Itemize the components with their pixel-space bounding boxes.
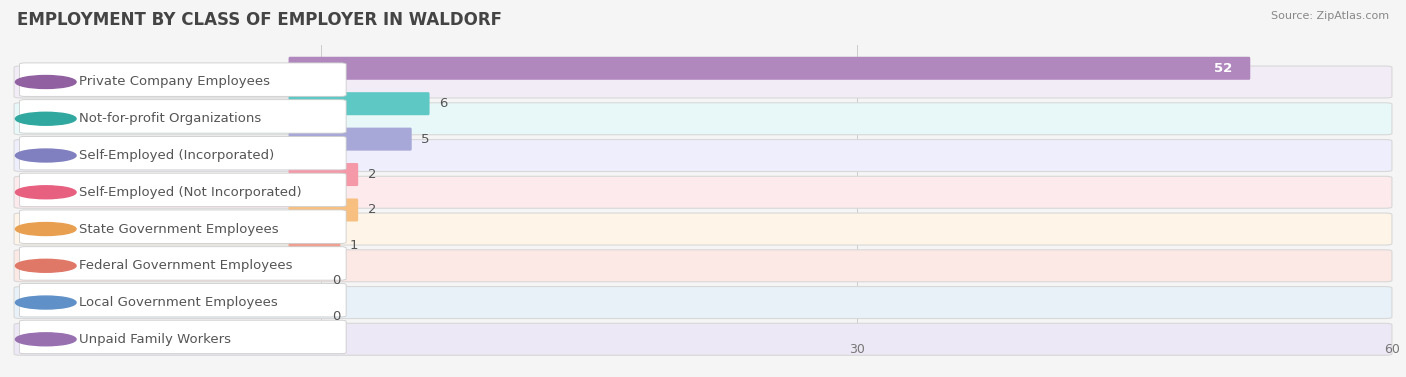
Text: 2: 2 [368,168,377,181]
FancyBboxPatch shape [14,250,1392,282]
Text: Unpaid Family Workers: Unpaid Family Workers [79,333,231,346]
Circle shape [15,333,76,346]
FancyBboxPatch shape [14,287,1392,319]
Circle shape [15,259,76,272]
Text: 0: 0 [332,310,340,323]
Text: Not-for-profit Organizations: Not-for-profit Organizations [79,112,262,125]
Text: Federal Government Employees: Federal Government Employees [79,259,292,272]
FancyBboxPatch shape [288,127,412,151]
Text: Self-Employed (Not Incorporated): Self-Employed (Not Incorporated) [79,186,301,199]
FancyBboxPatch shape [20,136,346,170]
FancyBboxPatch shape [14,213,1392,245]
FancyBboxPatch shape [14,176,1392,208]
Circle shape [15,112,76,125]
Text: Private Company Employees: Private Company Employees [79,75,270,89]
FancyBboxPatch shape [20,100,346,133]
FancyBboxPatch shape [288,92,430,115]
FancyBboxPatch shape [288,198,359,222]
FancyBboxPatch shape [20,173,346,207]
Text: State Government Employees: State Government Employees [79,222,278,236]
Text: 0: 0 [332,274,340,287]
FancyBboxPatch shape [14,323,1392,355]
Text: 1: 1 [350,239,359,252]
Text: 2: 2 [368,204,377,216]
FancyBboxPatch shape [20,63,346,97]
FancyBboxPatch shape [288,57,1250,80]
Text: Self-Employed (Incorporated): Self-Employed (Incorporated) [79,149,274,162]
Circle shape [15,149,76,162]
FancyBboxPatch shape [20,247,346,280]
Circle shape [15,222,76,236]
Text: Local Government Employees: Local Government Employees [79,296,277,309]
Circle shape [15,296,76,309]
Text: 6: 6 [439,97,447,110]
FancyBboxPatch shape [288,163,359,186]
Text: 5: 5 [422,133,430,146]
FancyBboxPatch shape [20,210,346,244]
FancyBboxPatch shape [14,139,1392,172]
FancyBboxPatch shape [288,234,340,257]
Text: EMPLOYMENT BY CLASS OF EMPLOYER IN WALDORF: EMPLOYMENT BY CLASS OF EMPLOYER IN WALDO… [17,11,502,29]
Text: 52: 52 [1213,62,1232,75]
FancyBboxPatch shape [20,284,346,317]
FancyBboxPatch shape [14,66,1392,98]
FancyBboxPatch shape [14,103,1392,135]
Circle shape [15,75,76,89]
Text: Source: ZipAtlas.com: Source: ZipAtlas.com [1271,11,1389,21]
FancyBboxPatch shape [20,320,346,354]
Circle shape [15,186,76,199]
